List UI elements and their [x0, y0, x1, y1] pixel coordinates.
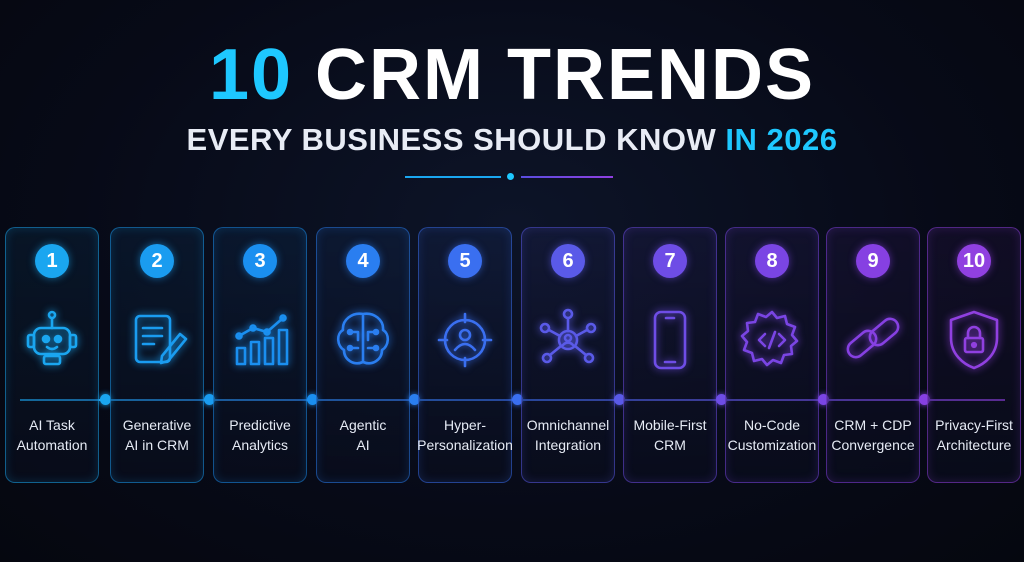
trend-label: Hyper- Personalization: [413, 415, 517, 455]
smartphone-icon: [635, 300, 705, 380]
trend-label-line2: Analytics: [231, 437, 289, 453]
timeline-dot: [716, 394, 727, 405]
trend-label-line1: CRM + CDP: [834, 417, 912, 433]
trend-label: Generative AI in CRM: [105, 415, 209, 455]
title-divider: [405, 172, 615, 182]
shield-lock-icon: [939, 300, 1009, 380]
title-text: CRM TRENDS: [315, 35, 816, 115]
timeline-dot: [409, 394, 420, 405]
trend-number-badge: 7: [653, 244, 687, 278]
network-hub-icon: [533, 300, 603, 380]
brain-circuit-icon: [328, 300, 398, 380]
trend-label-line1: Predictive: [229, 417, 291, 433]
trend-label-line2: Automation: [16, 437, 88, 453]
timeline-dot: [306, 394, 318, 405]
trend-label-line2: AI in CRM: [125, 437, 189, 453]
bar-chart-icon: [225, 300, 295, 380]
timeline-dot: [511, 394, 523, 405]
chain-link-icon: [838, 300, 908, 380]
page-subtitle: EVERY BUSINESS SHOULD KNOW IN 2026: [0, 120, 1024, 160]
trend-label-line2: CRM: [654, 437, 686, 453]
timeline-dot: [614, 394, 625, 405]
document-pen-icon: [122, 300, 192, 380]
trend-number-badge: 9: [856, 244, 890, 278]
trend-label: Predictive Analytics: [208, 415, 312, 455]
subtitle-highlight: IN 2026: [725, 122, 838, 157]
trend-label-line2: Convergence: [831, 437, 915, 453]
trend-label: CRM + CDP Convergence: [821, 415, 925, 455]
trend-label-line1: Mobile-First: [633, 417, 707, 433]
subtitle-main: EVERY BUSINESS SHOULD KNOW: [186, 122, 717, 157]
trend-label-line2: Customization: [727, 437, 817, 453]
timeline-dot: [99, 394, 111, 405]
trend-number-badge: 1: [35, 244, 69, 278]
title-number: 10: [208, 35, 294, 115]
target-user-icon: [430, 300, 500, 380]
trend-label-line1: AI Task: [29, 417, 75, 433]
trend-label: Mobile-First CRM: [618, 415, 722, 455]
trend-label: Privacy-First Architecture: [922, 415, 1024, 455]
page-title: 10 CRM TRENDS: [0, 30, 1024, 120]
trend-label-line1: Privacy-First: [935, 417, 1013, 433]
trend-label-line2: Personalization: [417, 437, 513, 453]
timeline-dot: [817, 394, 829, 405]
trend-label: No-Code Customization: [720, 415, 824, 455]
trend-number-badge: 3: [243, 244, 277, 278]
trend-label-line2: Architecture: [936, 437, 1012, 453]
trend-label: Agentic AI: [311, 415, 415, 455]
trend-label-line1: Omnichannel: [526, 417, 610, 433]
trend-label-line2: Integration: [534, 437, 602, 453]
trend-label-line1: Hyper-: [443, 417, 486, 433]
trend-number-badge: 4: [346, 244, 380, 278]
trend-number-badge: 5: [448, 244, 482, 278]
trend-label-line1: No-Code: [743, 417, 801, 433]
timeline-dot: [918, 394, 930, 405]
trend-number-badge: 10: [957, 244, 991, 278]
trend-number-badge: 8: [755, 244, 789, 278]
trend-label-line1: Agentic: [339, 417, 387, 433]
timeline-dot: [203, 394, 215, 405]
code-gear-icon: [737, 300, 807, 380]
trend-label: Omnichannel Integration: [516, 415, 620, 455]
robot-icon: [17, 300, 87, 380]
trend-number-badge: 6: [551, 244, 585, 278]
trend-label: AI Task Automation: [0, 415, 104, 455]
trend-number-badge: 2: [140, 244, 174, 278]
trend-label-line2: AI: [356, 437, 370, 453]
trend-label-line1: Generative: [122, 417, 192, 433]
